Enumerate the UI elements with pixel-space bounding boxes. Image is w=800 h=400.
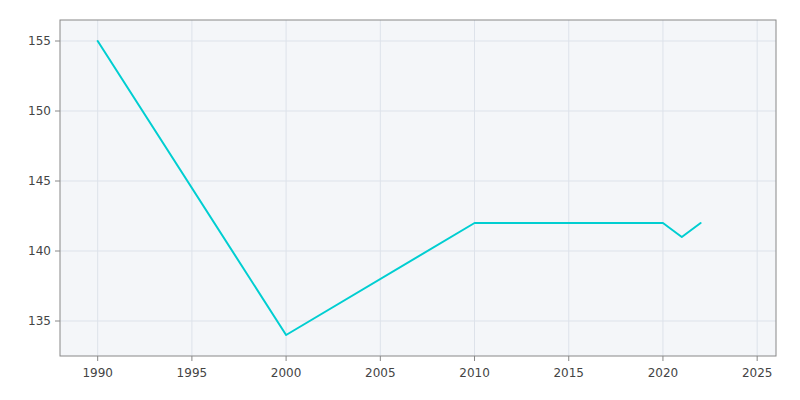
x-tick [286, 356, 287, 361]
y-tick-label: 145 [28, 174, 51, 188]
y-grid-line [60, 251, 776, 252]
y-tick-label: 140 [28, 244, 51, 258]
x-grid-line [568, 20, 569, 356]
y-grid-line [60, 111, 776, 112]
y-tick [55, 321, 60, 322]
x-tick-label: 2000 [271, 366, 302, 380]
data-layer [98, 41, 701, 335]
plot-background [60, 20, 776, 356]
axes: 1990 1995 2000 2005 2010 2015 2020 2025 135 140 14… [28, 20, 776, 380]
x-tick-label: 1990 [82, 366, 113, 380]
x-tick-label: 2005 [365, 366, 396, 380]
plot-frame [60, 20, 776, 356]
y-tick [55, 41, 60, 42]
y-tick [55, 251, 60, 252]
x-tick [568, 356, 569, 361]
chart-container: 1990 1995 2000 2005 2010 2015 2020 2025 135 140 14… [0, 0, 800, 400]
y-tick-label: 150 [28, 104, 51, 118]
x-tick [191, 356, 192, 361]
x-tick-label: 2010 [459, 366, 490, 380]
x-grid-line [97, 20, 98, 356]
x-grid-line [662, 20, 663, 356]
y-grid-line [60, 321, 776, 322]
y-tick-label: 155 [28, 34, 51, 48]
x-tick [757, 356, 758, 361]
x-tick-label: 2015 [553, 366, 584, 380]
x-grid-line [286, 20, 287, 356]
x-tick [97, 356, 98, 361]
chart-svg: 1990 1995 2000 2005 2010 2015 2020 2025 135 140 14… [0, 0, 800, 400]
y-grid-line [60, 41, 776, 42]
data-line [98, 41, 701, 335]
x-grid-line [474, 20, 475, 356]
x-tick-label: 2025 [742, 366, 773, 380]
x-tick-label: 1995 [177, 366, 208, 380]
x-grid-line [380, 20, 381, 356]
x-tick [474, 356, 475, 361]
y-tick-label: 135 [28, 314, 51, 328]
y-grid-line [60, 181, 776, 182]
x-grid-line [757, 20, 758, 356]
y-tick [55, 111, 60, 112]
x-tick [380, 356, 381, 361]
x-tick [662, 356, 663, 361]
grid [60, 20, 776, 356]
x-tick-label: 2020 [648, 366, 679, 380]
y-tick [55, 181, 60, 182]
